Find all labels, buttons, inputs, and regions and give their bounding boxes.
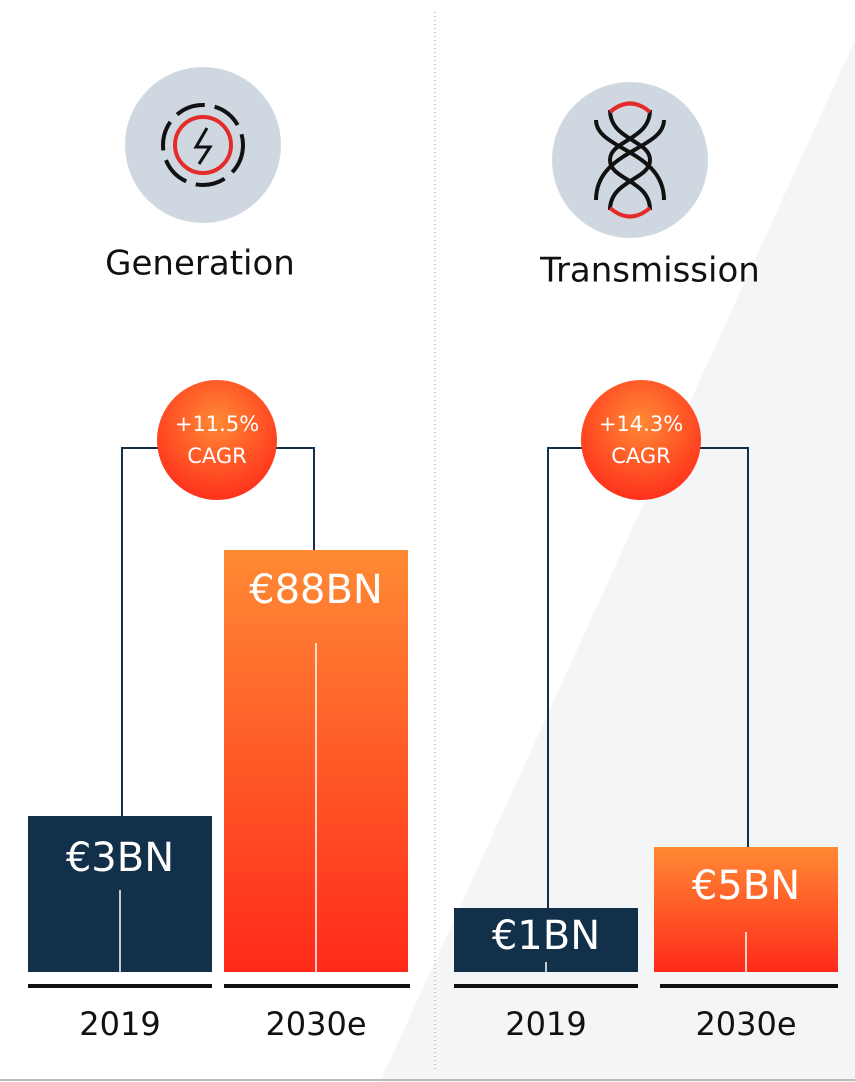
icon-background [125,67,281,223]
cagr-rate: +14.3% [599,412,683,436]
generation-icon [161,103,245,187]
panel-title: Generation [105,244,295,284]
bar-label: €3BN [66,835,174,881]
bar-label: €1BN [492,913,600,959]
transmission-panel: Transmission +14.3% CAGR €1BN €5BN 2019 … [454,82,838,1043]
year-label: 2019 [505,1005,586,1043]
generation-panel: Generation +11.5% CAGR €3BN €88BN 2019 2… [28,67,410,1043]
cagr-badge [157,380,277,500]
panel-title: Transmission [539,251,760,291]
cagr-label: CAGR [187,444,247,468]
background-shape [380,40,855,1082]
bar-label: €88BN [249,567,383,613]
transmission-icon [594,101,666,219]
year-label: 2030e [265,1005,366,1043]
bracket [121,447,315,816]
bracket [547,447,749,908]
year-label: 2030e [695,1005,796,1043]
icon-background [552,82,708,238]
cagr-label: CAGR [611,444,671,468]
cagr-rate: +11.5% [175,412,259,436]
year-label: 2019 [79,1005,160,1043]
bar [454,908,638,972]
bar-label: €5BN [692,863,800,909]
cagr-badge [581,380,701,500]
